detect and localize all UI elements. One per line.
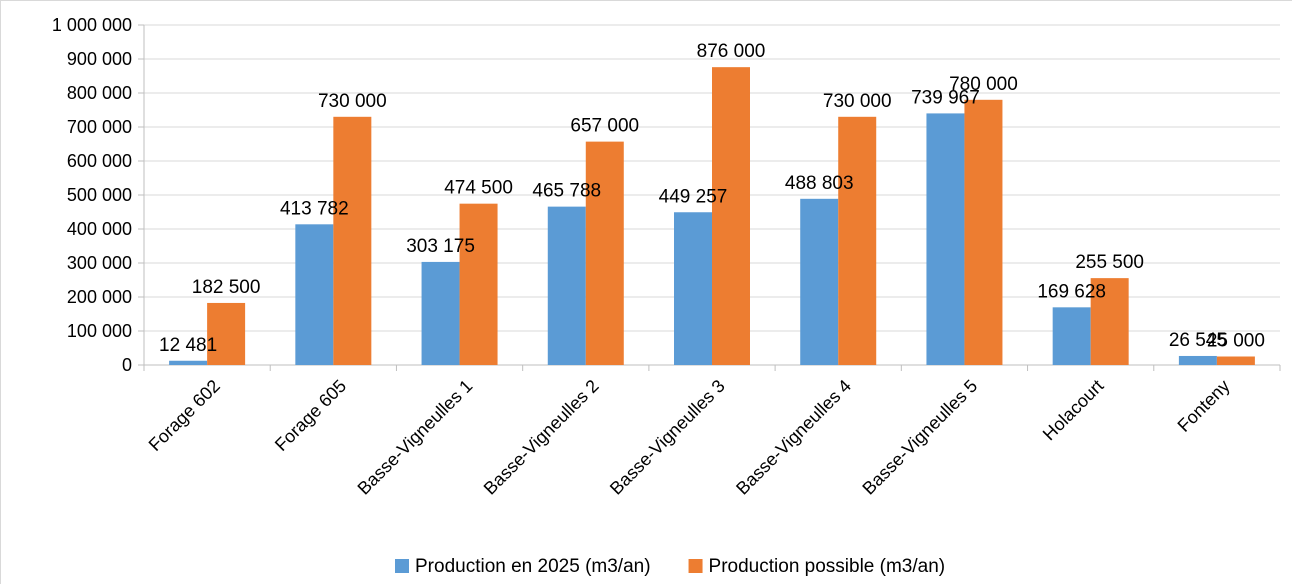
category-label: Basse-Vigneulles 1	[354, 376, 477, 499]
data-label: 488 803	[785, 173, 854, 194]
y-tick-label: 300 000	[67, 253, 132, 273]
category-label: Holacourt	[1039, 376, 1108, 445]
bar-production-possible	[1090, 278, 1129, 365]
data-label: 780 000	[949, 74, 1018, 95]
bar-production-possible	[585, 141, 624, 365]
data-label: 657 000	[570, 116, 639, 137]
data-label: 474 500	[444, 178, 513, 199]
category-label: Basse-Vigneulles 4	[732, 376, 855, 499]
legend-entry: Production possible (m3/an)	[709, 556, 946, 577]
y-tick-label: 100 000	[67, 321, 132, 341]
legend-swatch	[688, 559, 703, 573]
legend-swatch	[395, 559, 409, 573]
y-tick-label: 600 000	[67, 151, 132, 171]
y-tick-label: 200 000	[67, 287, 132, 307]
category-label: Basse-Vigneulles 2	[480, 376, 603, 499]
data-label: 182 500	[192, 277, 261, 298]
legend: Production en 2025 (m3/an) Production pos…	[395, 556, 945, 577]
bar-production-possible	[838, 116, 877, 365]
axes: 0 100 000 200 000 300 000 400 000 500 000 600 …	[52, 15, 1281, 375]
data-label: 169 628	[1037, 281, 1106, 302]
category-label: Forage 602	[145, 376, 224, 455]
bar-production-possible	[712, 67, 750, 365]
bar-production-2025	[421, 261, 460, 365]
bar-production-possible	[333, 116, 372, 365]
bar-production-possible	[1216, 356, 1255, 365]
data-labels: 12 481 182 500 413 782 730 000 303 175 474 50…	[159, 41, 1265, 356]
bar-production-possible	[459, 203, 498, 365]
data-label: 26 545	[1169, 330, 1227, 351]
y-tick-label: 0	[122, 355, 132, 375]
bar-production-2025	[1052, 307, 1091, 365]
bar-production-possible	[207, 302, 246, 365]
bar-production-2025	[926, 113, 965, 365]
data-label: 876 000	[697, 41, 766, 62]
y-tick-label: 1 000 000	[52, 15, 132, 35]
bar-production-2025	[1178, 355, 1217, 365]
y-tick-label: 500 000	[67, 185, 132, 205]
data-label: 255 500	[1075, 252, 1144, 273]
data-label: 739 967	[911, 87, 980, 108]
bar-production-2025	[169, 360, 208, 365]
y-tick-label: 700 000	[67, 117, 132, 137]
data-label: 465 788	[532, 181, 601, 202]
bar-production-2025	[547, 206, 586, 365]
category-label: Basse-Vigneulles 5	[858, 376, 981, 499]
bar-production-possible	[964, 99, 1003, 366]
data-label: 449 257	[659, 186, 728, 207]
category-label: Forage 605	[271, 376, 350, 455]
legend-entry: Production en 2025 (m3/an)	[415, 556, 651, 577]
data-label: 730 000	[823, 91, 892, 112]
y-tick-label: 400 000	[67, 219, 132, 239]
data-label: 730 000	[318, 91, 387, 112]
data-label: 25 000	[1207, 331, 1265, 352]
y-tick-label: 900 000	[67, 49, 132, 69]
y-tick-label: 800 000	[67, 83, 132, 103]
bar-production-2025	[674, 212, 712, 365]
data-label: 303 175	[406, 236, 475, 257]
bars	[169, 67, 1255, 366]
category-labels: Forage 602 Forage 605 Basse-Vigneulles 1 Ba…	[145, 376, 1234, 499]
data-label: 12 481	[159, 335, 217, 356]
category-label: Fonteny	[1174, 376, 1234, 436]
data-label: 413 782	[280, 198, 349, 219]
bar-production-2025	[295, 224, 334, 365]
category-label: Basse-Vigneulles 3	[606, 376, 729, 499]
bar-production-2025	[800, 198, 839, 365]
